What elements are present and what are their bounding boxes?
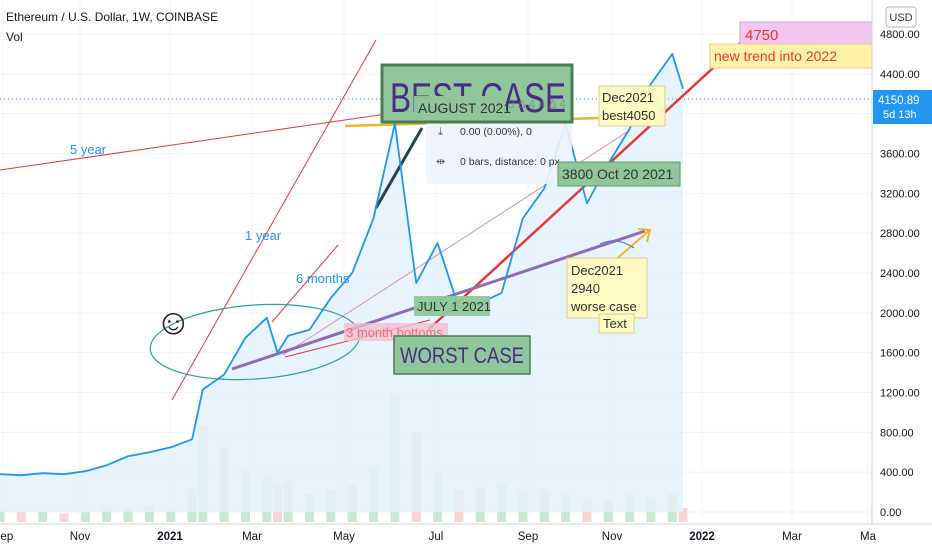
one-year-label: 1 year — [245, 228, 282, 243]
six-month-trendline — [271, 244, 339, 323]
time-tick-label: Ma — [860, 531, 877, 543]
time-tick-label: Nov — [602, 531, 623, 543]
time-tick-label: 2022 — [689, 531, 715, 543]
price-line — [0, 53, 684, 477]
five-year-trendline — [0, 111, 401, 171]
price-tick-label: 0.00 — [880, 507, 901, 519]
volume-bar — [0, 510, 5, 522]
volume-bar — [144, 505, 154, 523]
one-year-trendline — [171, 39, 377, 401]
symbol-title: Ethereum / U.S. Dollar, 1W, COINBASE — [6, 10, 218, 24]
price-tick-label: 400.00 — [880, 467, 914, 479]
current-price-tag — [873, 90, 932, 124]
text-label: Text — [603, 316, 627, 331]
price-area-fill — [0, 53, 683, 513]
dec2021-worse-box[interactable] — [566, 257, 648, 319]
measure-tooltip-icon-bars: ⇹ — [436, 156, 445, 168]
august-ghost-label: 3 ∆ 4 4 ∆ 4 — [508, 97, 566, 111]
time-axis-labels: Sep Nov 2021 Mar May Jul Sep Nov 2022 Mar Ma — [0, 531, 877, 543]
small-bracket-mark — [599, 240, 635, 249]
price-scale-ticks: 0.00 400.00 800.00 1200.00 1600.00 2000.00 240… — [880, 29, 920, 519]
price-tick-label: 3200.00 — [880, 188, 920, 200]
dec2021-worse-line2: 2940 — [571, 281, 600, 296]
oct-2021-label: 3800 Oct 20 2021 — [562, 166, 674, 182]
measure-tooltip-icon-price: ⤓ — [438, 126, 443, 138]
july-2021-label: JULY 1 2021 — [417, 299, 491, 314]
time-tick-label: 2021 — [157, 531, 183, 543]
price-tick-label: 3600.00 — [880, 149, 920, 161]
price-tick-label: 1200.00 — [880, 388, 920, 400]
oct-2021-box[interactable] — [557, 161, 681, 187]
time-tick-label: Sep — [0, 531, 13, 543]
volume-bar — [80, 512, 90, 523]
yellow-arrow-head — [637, 228, 652, 243]
price-tick-label: 800.00 — [880, 427, 914, 439]
volume-bar — [38, 511, 48, 522]
price-tick-label: 1600.00 — [880, 348, 920, 360]
time-tick-label: Nov — [70, 531, 91, 543]
volume-bar — [59, 513, 69, 522]
dec2021-worse-line1: Dec2021 — [571, 263, 623, 278]
text-label-box[interactable] — [598, 313, 635, 334]
measure-tooltip-line2: 0 bars, distance: 0 px — [460, 156, 561, 168]
countdown-value: 5d 13h — [883, 109, 917, 121]
volume-bar — [102, 507, 112, 522]
worst-case-label: WORST CASE — [400, 343, 524, 368]
volume-bar — [678, 507, 688, 522]
price-tick-label: 2400.00 — [880, 268, 920, 280]
volume-bar — [166, 509, 176, 522]
currency-button[interactable] — [885, 6, 917, 28]
smiley-icon: ☺ — [155, 301, 192, 342]
time-tick-label: Jul — [429, 531, 444, 543]
five-year-label: 5 year — [70, 142, 107, 157]
current-price-value: 4150.89 — [878, 95, 920, 107]
price-tick-label: 4400.00 — [880, 69, 920, 81]
currency-button-label: USD — [889, 12, 912, 24]
time-tick-label: Mar — [782, 531, 802, 543]
worst-case-box[interactable] — [393, 335, 531, 375]
best-case-pointer — [374, 127, 424, 209]
price-tick-label: 2800.00 — [880, 228, 920, 240]
july-2021-box[interactable] — [414, 296, 490, 316]
best-case-box[interactable] — [380, 63, 574, 124]
dec2021-best-line2: best4050 — [602, 108, 656, 123]
volume-bar — [16, 512, 26, 523]
measure-tooltip-box — [426, 112, 572, 184]
measure-tooltip-line1: 0.00 (0.00%), 0 — [460, 126, 532, 138]
time-tick-label: May — [333, 531, 355, 543]
six-months-label: 6 months — [296, 271, 350, 286]
price-tick-label: 2000.00 — [880, 308, 920, 320]
vol-label: Vol — [6, 30, 23, 44]
dec2021-best-box[interactable] — [598, 85, 666, 127]
grid — [0, 33, 872, 513]
new-trend-label: new trend into 2022 — [714, 48, 837, 64]
volume-bar — [123, 506, 133, 522]
august-2021-box[interactable] — [414, 96, 506, 118]
dec2021-best-line1: Dec2021 — [602, 90, 654, 105]
price-tick-label: 4800.00 — [880, 29, 920, 41]
time-tick-label: Mar — [242, 531, 262, 543]
time-tick-label: Sep — [518, 531, 538, 543]
target-4750-label: 4750 — [745, 27, 778, 44]
dec2021-worse-line3: worse case — [570, 299, 637, 314]
august-2021-label: AUGUST 2021 — [418, 100, 511, 116]
